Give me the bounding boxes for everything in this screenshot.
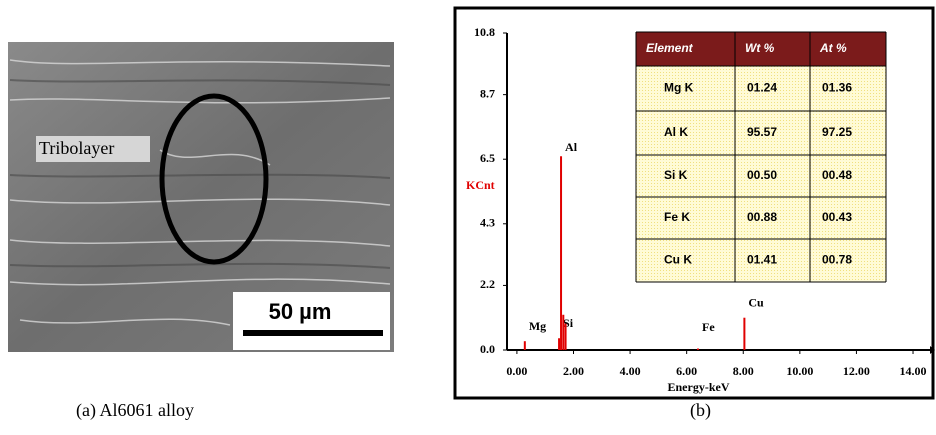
y-tick-label: 2.2: [480, 277, 495, 291]
scale-bar-label: 50 µm: [269, 299, 332, 324]
table-cell: 01.24: [747, 81, 777, 95]
x-tick-label: 0.00: [506, 364, 527, 378]
y-tick-label: 10.8: [474, 25, 495, 39]
table: Element Wt % At % Mg K 01.24 01.36 Al K 95.57 97…: [636, 32, 886, 282]
caption: (a) Al6061 alloy: [76, 400, 194, 421]
table-cell: 00.88: [747, 210, 777, 224]
figure: Tribolayer 50 µm (a) Al6061 alloy (b) 0.…: [0, 0, 936, 430]
y-tick-label: 8.7: [480, 86, 495, 100]
table-cell: 00.43: [822, 210, 852, 224]
table-cell: Si K: [664, 168, 688, 182]
x-tick-label: 2.00: [563, 364, 584, 378]
x-tick-label: 12.00: [843, 364, 870, 378]
y-axis-label: KCnt: [466, 178, 495, 192]
table-cell: 00.78: [822, 253, 852, 267]
table-cell: 00.50: [747, 168, 777, 182]
y-tick-label: 0.0: [480, 342, 495, 356]
image-label: Tribolayer: [39, 138, 114, 158]
peak-label: Al: [565, 140, 578, 154]
table-cell: 95.57: [747, 125, 777, 139]
caption: (b): [690, 400, 711, 421]
x-tick-label: 6.00: [676, 364, 697, 378]
table-cell: 01.41: [747, 253, 777, 267]
table-cell: 01.36: [822, 81, 852, 95]
table-cell: Al K: [664, 125, 688, 139]
table-cell: 97.25: [822, 125, 852, 139]
y-tick-label: 4.3: [480, 216, 495, 230]
table-cell: Mg K: [664, 81, 694, 95]
sem-image: Tribolayer 50 µm: [8, 42, 394, 352]
peak-label: Cu: [748, 295, 764, 309]
x-tick-label: 8.00: [733, 364, 754, 378]
peak-label: Mg: [529, 319, 546, 333]
table-cell: 00.48: [822, 168, 852, 182]
y-tick-label: 6.5: [480, 151, 495, 165]
table-cell: Fe K: [664, 210, 690, 224]
x-axis-label: Energy-keV: [668, 380, 730, 394]
peak-label: Fe: [702, 320, 715, 334]
x-tick-label: 4.00: [620, 364, 641, 378]
table-header: At %: [819, 41, 847, 55]
table-header: Element: [646, 41, 694, 55]
x-tick-label: 14.00: [900, 364, 927, 378]
x-tick-label: 10.00: [786, 364, 813, 378]
table-header: Wt %: [745, 41, 775, 55]
table-cell: Cu K: [664, 253, 692, 267]
